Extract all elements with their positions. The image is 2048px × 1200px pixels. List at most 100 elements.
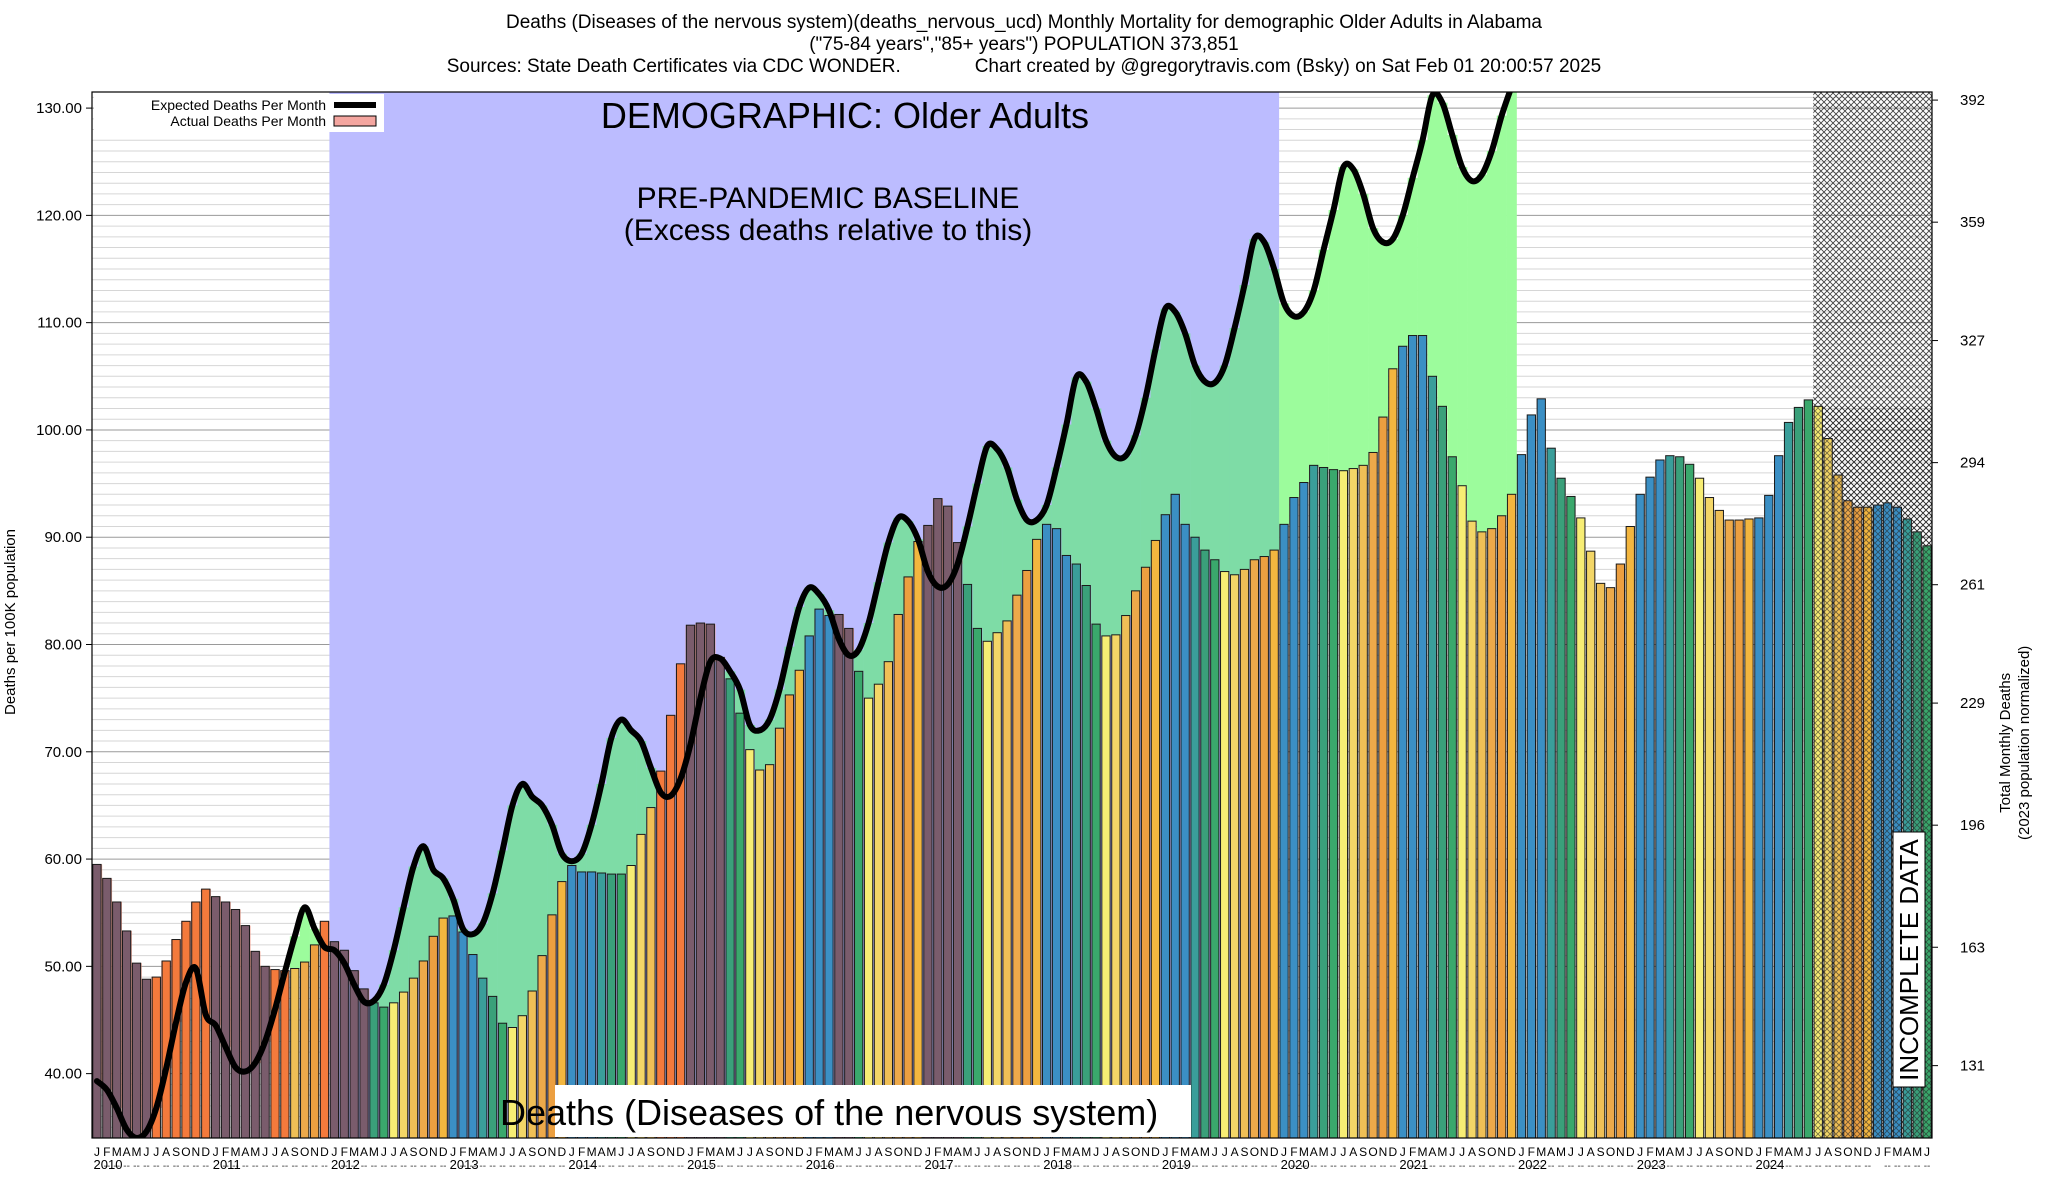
actual-deaths-bar <box>1546 447 1556 1138</box>
year-separator: -- <box>341 1161 348 1172</box>
actual-deaths-bar <box>280 970 290 1138</box>
difference-fill <box>1387 238 1399 369</box>
month-tick-label: J <box>500 1145 506 1159</box>
year-separator: -- <box>984 1161 991 1172</box>
actual-deaths-bar <box>873 683 884 1138</box>
month-tick-label: J <box>1924 1145 1930 1159</box>
year-separator: -- <box>272 1161 279 1172</box>
actual-deaths-bar <box>547 914 557 1138</box>
month-tick-label: J <box>984 1145 990 1159</box>
year-separator: -- <box>1142 1161 1149 1172</box>
difference-fill <box>467 934 479 955</box>
month-tick-label: A <box>1191 1145 1199 1159</box>
actual-deaths-bar <box>784 694 795 1138</box>
year-separator: -- <box>133 1161 140 1172</box>
actual-deaths-bar <box>715 656 725 1138</box>
actual-deaths-bar <box>1714 509 1724 1138</box>
year-separator: -- <box>1103 1161 1110 1172</box>
actual-deaths-bar <box>300 961 310 1138</box>
actual-deaths-bar <box>1684 463 1695 1138</box>
difference-fill <box>1298 311 1310 483</box>
year-separator: -- <box>756 1161 763 1172</box>
month-tick-label: O <box>775 1145 784 1159</box>
year-separator: -- <box>1479 1161 1486 1172</box>
year-separator: -- <box>707 1161 714 1172</box>
month-tick-label: J <box>1331 1145 1337 1159</box>
month-tick-label: M <box>250 1145 260 1159</box>
year-separator: -- <box>1508 1161 1515 1172</box>
year-separator: -- <box>321 1161 328 1172</box>
actual-deaths-bar <box>1210 559 1220 1138</box>
plot-frame <box>91 91 1933 1139</box>
actual-deaths-bar <box>1348 468 1358 1138</box>
year-separator: -- <box>1113 1161 1120 1172</box>
month-tick-label: D <box>914 1145 923 1159</box>
month-tick-label: N <box>666 1145 675 1159</box>
month-tick-label: N <box>310 1145 319 1159</box>
month-tick-label: D <box>795 1145 804 1159</box>
year-tick-label: 2024 <box>1755 1157 1784 1172</box>
actual-deaths-bar <box>1536 398 1546 1138</box>
difference-fill <box>1378 242 1389 418</box>
actual-deaths-bar <box>1309 464 1319 1138</box>
actual-deaths-bar <box>102 877 112 1138</box>
year-separator: -- <box>1795 1161 1802 1172</box>
year-separator: -- <box>193 1161 200 1172</box>
month-tick-label: M <box>606 1145 616 1159</box>
difference-fill <box>1160 308 1171 515</box>
difference-fill <box>586 824 597 872</box>
month-tick-label: A <box>360 1145 368 1159</box>
year-separator: -- <box>1241 1161 1248 1172</box>
actual-deaths-bar <box>438 917 448 1138</box>
year-separator: -- <box>1300 1161 1307 1172</box>
month-tick-label: J <box>1400 1145 1406 1159</box>
year-tick-label: 2015 <box>687 1157 716 1172</box>
difference-fill <box>982 446 993 642</box>
month-tick-label: J <box>687 1145 693 1159</box>
year-separator: -- <box>648 1161 655 1172</box>
difference-fill <box>497 850 508 1024</box>
difference-fill <box>517 783 528 1016</box>
month-tick-label: M <box>1793 1145 1803 1159</box>
actual-deaths-bar <box>408 977 419 1138</box>
actual-deaths-bar <box>675 663 686 1138</box>
month-tick-label: J <box>1212 1145 1218 1159</box>
month-tick-label: J <box>737 1145 743 1159</box>
actual-deaths-bar <box>1566 495 1576 1138</box>
baseline-annotation-line-1: PRE-PANDEMIC BASELINE <box>637 182 1020 215</box>
month-tick-label: M <box>1655 1145 1665 1159</box>
left-tick-label: 110.00 <box>37 315 82 332</box>
month-tick-label: A <box>123 1145 131 1159</box>
year-separator: -- <box>1785 1161 1792 1172</box>
year-separator: -- <box>1380 1161 1387 1172</box>
difference-fill <box>1229 328 1240 575</box>
actual-deaths-bar <box>933 498 943 1138</box>
month-tick-label: A <box>400 1145 408 1159</box>
month-tick-label: A <box>1428 1145 1436 1159</box>
year-separator: -- <box>1914 1161 1921 1172</box>
year-separator: -- <box>232 1161 239 1172</box>
baseline-annotation-line-2: (Excess deaths relative to this) <box>624 214 1033 247</box>
month-tick-label: A <box>835 1145 843 1159</box>
year-separator: -- <box>1004 1161 1011 1172</box>
actual-deaths-bar <box>1378 416 1388 1138</box>
month-tick-label: S <box>1240 1145 1248 1159</box>
year-separator: -- <box>1686 1161 1693 1172</box>
chart-title-block: Deaths (Diseases of the nervous system)(… <box>0 12 2048 78</box>
month-tick-label: J <box>974 1145 980 1159</box>
month-tick-label: J <box>1281 1145 1287 1159</box>
year-separator: -- <box>994 1161 1001 1172</box>
actual-deaths-bar <box>1160 514 1170 1138</box>
year-separator: -- <box>1716 1161 1723 1172</box>
difference-fill <box>972 483 983 629</box>
month-tick-label: N <box>548 1145 557 1159</box>
year-separator: -- <box>1538 1161 1545 1172</box>
year-separator: -- <box>905 1161 912 1172</box>
actual-deaths-bar <box>567 865 577 1138</box>
month-tick-label: F <box>1528 1145 1535 1159</box>
actual-deaths-bar <box>745 749 755 1138</box>
month-tick-label: A <box>1705 1145 1713 1159</box>
difference-fill <box>1338 167 1349 471</box>
year-separator: -- <box>1122 1161 1129 1172</box>
difference-fill <box>1407 177 1418 336</box>
